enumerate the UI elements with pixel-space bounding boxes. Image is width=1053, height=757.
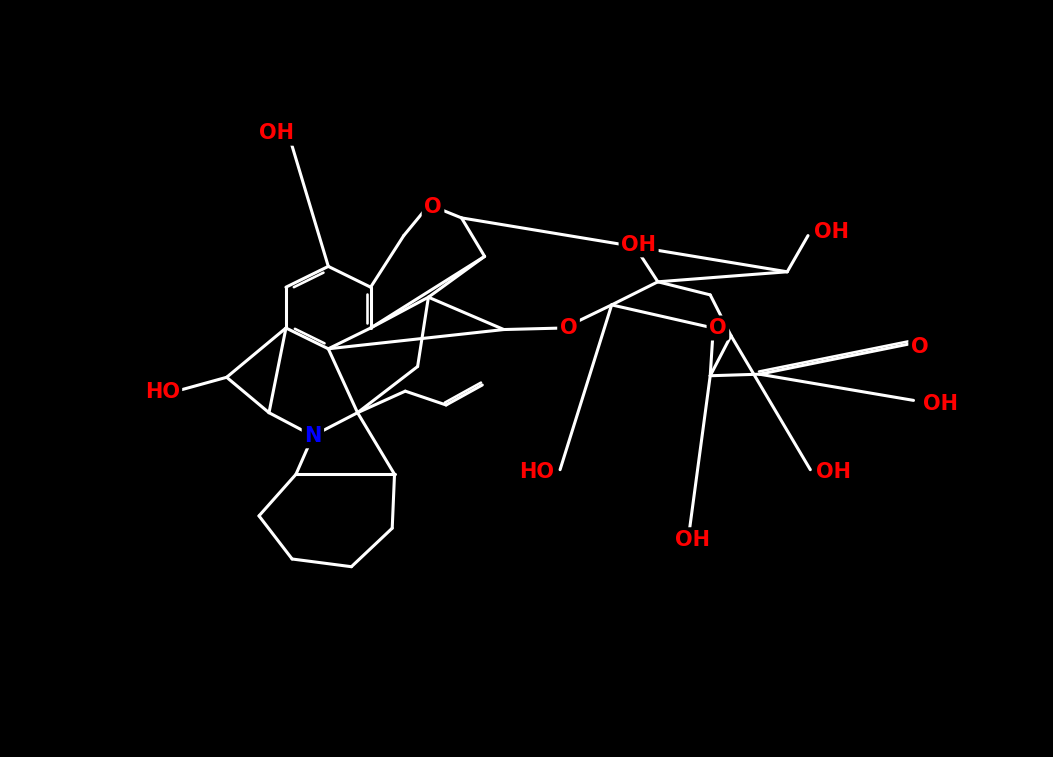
Text: O: O: [709, 318, 727, 338]
Text: OH: OH: [259, 123, 294, 143]
Text: O: O: [911, 338, 929, 357]
Text: N: N: [304, 425, 321, 446]
Text: OH: OH: [922, 394, 958, 414]
Text: OH: OH: [814, 222, 849, 241]
Text: HO: HO: [144, 382, 180, 402]
Text: HO: HO: [519, 462, 554, 482]
Text: OH: OH: [816, 462, 852, 482]
Text: O: O: [560, 318, 577, 338]
Text: OH: OH: [621, 235, 656, 255]
Text: OH: OH: [675, 530, 710, 550]
Text: O: O: [424, 197, 442, 217]
